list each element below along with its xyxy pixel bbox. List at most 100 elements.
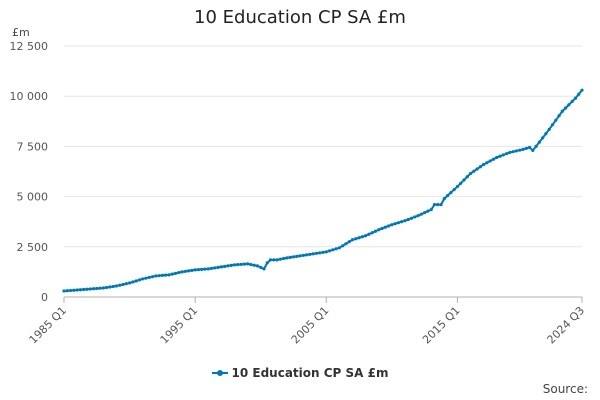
data-point [478, 165, 482, 169]
data-point [62, 289, 66, 293]
data-point [413, 215, 417, 219]
data-point [432, 203, 437, 207]
data-point [508, 150, 512, 155]
data-point [95, 286, 99, 291]
data-point [521, 147, 525, 152]
data-point [449, 190, 453, 195]
data-point [219, 265, 223, 269]
data-point [111, 284, 115, 289]
data-point [68, 288, 73, 293]
data-point [127, 281, 132, 285]
y-tick-label: 7 500 [17, 140, 49, 153]
data-point [232, 263, 237, 267]
data-point [344, 242, 348, 246]
data-point [406, 217, 410, 222]
data-point [354, 237, 358, 241]
data-point [190, 268, 194, 272]
data-point [98, 286, 102, 290]
data-point [91, 287, 96, 291]
data-point [236, 263, 240, 267]
data-point [285, 256, 289, 260]
data-point [82, 287, 86, 292]
x-tick-label: 1995 Q1 [158, 304, 201, 347]
data-point [186, 269, 191, 273]
series-line [63, 89, 583, 292]
data-point [544, 132, 548, 136]
data-point [347, 240, 351, 244]
data-point [239, 262, 243, 266]
data-point [482, 162, 486, 167]
data-point [557, 114, 561, 118]
data-point [259, 265, 263, 269]
data-point [295, 254, 299, 258]
data-point [495, 155, 499, 160]
data-point [452, 187, 456, 192]
data-point [547, 127, 551, 131]
data-point [278, 257, 282, 261]
source-label: Source: [542, 382, 588, 396]
data-point [403, 219, 407, 223]
data-point [72, 288, 76, 292]
legend: 10 Education CP SA £m [0, 366, 600, 380]
data-point [524, 146, 528, 151]
y-tick-label: 5 000 [17, 191, 49, 204]
data-point [298, 254, 302, 258]
data-point [105, 285, 109, 290]
data-point [468, 171, 473, 176]
data-point [442, 197, 446, 201]
data-point [360, 235, 364, 239]
data-point [206, 267, 210, 271]
data-point [423, 211, 427, 215]
data-point [141, 277, 145, 281]
data-point [282, 256, 286, 261]
data-point [429, 208, 433, 212]
data-point [262, 267, 266, 271]
data-point [173, 271, 178, 276]
data-point [337, 246, 341, 250]
data-point [223, 264, 227, 268]
data-point [327, 249, 332, 253]
series-layer [62, 88, 584, 293]
data-point [567, 103, 571, 107]
legend-item[interactable]: 10 Education CP SA £m [211, 366, 389, 380]
data-point [160, 273, 164, 278]
data-point [114, 284, 119, 288]
data-point [314, 251, 319, 255]
data-point [554, 118, 558, 122]
data-point [580, 88, 584, 92]
data-point [288, 255, 292, 259]
data-point [203, 267, 207, 271]
data-point [498, 154, 502, 158]
data-point [334, 247, 338, 251]
data-point [180, 270, 184, 274]
y-tick-label: 2 500 [17, 241, 49, 254]
legend-label: 10 Education CP SA £m [231, 366, 389, 380]
data-point [439, 203, 443, 207]
data-point [370, 231, 374, 235]
data-point [485, 161, 489, 165]
data-point [570, 99, 574, 104]
data-point [183, 269, 187, 273]
data-point [475, 167, 479, 171]
data-point [373, 229, 378, 233]
data-point [537, 140, 541, 144]
data-point [393, 222, 397, 226]
data-point [550, 123, 555, 127]
data-point [324, 250, 328, 254]
data-point [108, 285, 112, 289]
data-point [531, 148, 535, 153]
gridlines [64, 45, 582, 298]
data-point [377, 228, 381, 232]
data-point [573, 96, 578, 100]
data-point [472, 169, 476, 173]
data-point [213, 266, 217, 270]
data-point [305, 253, 309, 257]
data-point [291, 255, 296, 259]
data-point [137, 278, 142, 282]
data-point [157, 274, 161, 278]
x-tick-label: 2015 Q1 [420, 304, 463, 347]
data-point [65, 289, 69, 293]
data-point [534, 144, 538, 148]
data-point [321, 250, 325, 254]
data-point [380, 226, 384, 231]
